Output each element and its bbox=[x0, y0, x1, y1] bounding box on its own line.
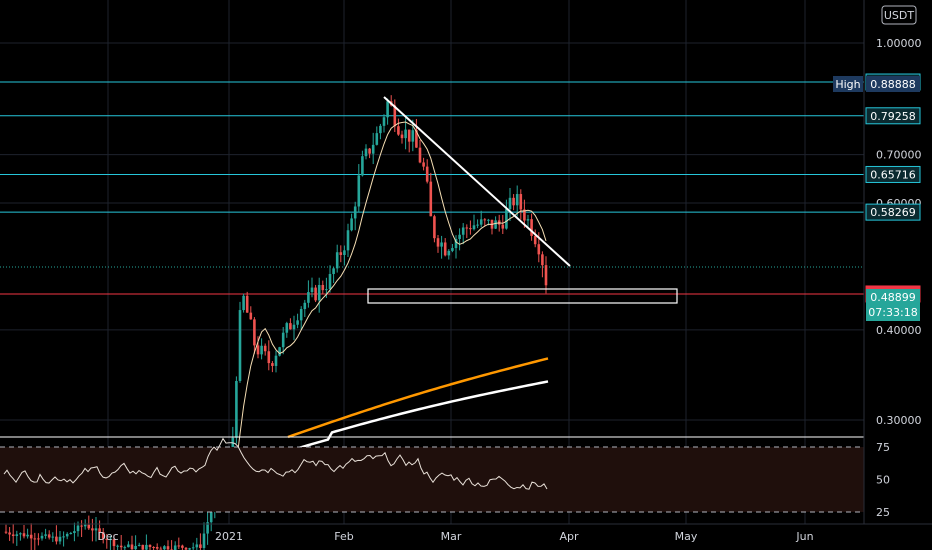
trendline bbox=[383, 96, 571, 267]
time-tick-label: May bbox=[675, 530, 698, 543]
time-tick-label: Jun bbox=[795, 530, 813, 543]
last-price-value: 0.48899 bbox=[870, 291, 916, 304]
time-tick-label: Mar bbox=[441, 530, 462, 543]
moving-averages bbox=[232, 121, 549, 482]
rsi-pane bbox=[0, 436, 864, 513]
price-tick-label: 0.30000 bbox=[876, 414, 922, 427]
time-tick-label: Feb bbox=[334, 530, 353, 543]
rsi-tick-label: 25 bbox=[876, 506, 890, 519]
time-tick-label: Apr bbox=[559, 530, 579, 543]
price-tick-label: 0.70000 bbox=[876, 149, 922, 162]
level-tag bbox=[865, 107, 921, 125]
last-price-countdown: 07:33:18 bbox=[868, 306, 917, 319]
rsi-band bbox=[0, 447, 864, 512]
horizontal-levels bbox=[0, 81, 864, 295]
rsi-tick-label: 75 bbox=[876, 441, 890, 454]
currency-badge bbox=[881, 5, 917, 25]
level-tag bbox=[865, 203, 921, 221]
high-tag: High 0.88888 bbox=[833, 76, 920, 92]
level-tag-label: 0.65716 bbox=[870, 168, 916, 181]
ma-orange-line bbox=[287, 357, 549, 439]
support-box bbox=[367, 288, 678, 304]
high-label: High bbox=[835, 78, 860, 91]
time-tick-label: Dec bbox=[97, 530, 118, 543]
candles bbox=[4, 95, 548, 550]
ma-white-line bbox=[287, 380, 549, 453]
level-tag bbox=[865, 165, 921, 183]
price-tick-label: 1.00000 bbox=[876, 37, 922, 50]
rsi-tick-label: 50 bbox=[876, 474, 890, 487]
time-axis[interactable]: Dec 2021 Feb Mar Apr May Jun bbox=[0, 523, 932, 543]
level-tag-label: 0.79258 bbox=[870, 110, 916, 123]
ma-short-line bbox=[232, 121, 547, 482]
last-price-tag: 0.48899 07:33:18 bbox=[866, 289, 920, 321]
time-tick-label: 2021 bbox=[215, 530, 243, 543]
price-axis[interactable]: USDT 1.000000.700000.600000.400000.30000… bbox=[833, 0, 922, 524]
high-value: 0.88888 bbox=[870, 78, 916, 91]
drawings bbox=[367, 96, 678, 304]
level-tag-label: 0.58269 bbox=[870, 206, 916, 219]
currency-label: USDT bbox=[884, 9, 915, 22]
price-tick-label: 0.40000 bbox=[876, 324, 922, 337]
rsi-line bbox=[3, 437, 548, 490]
